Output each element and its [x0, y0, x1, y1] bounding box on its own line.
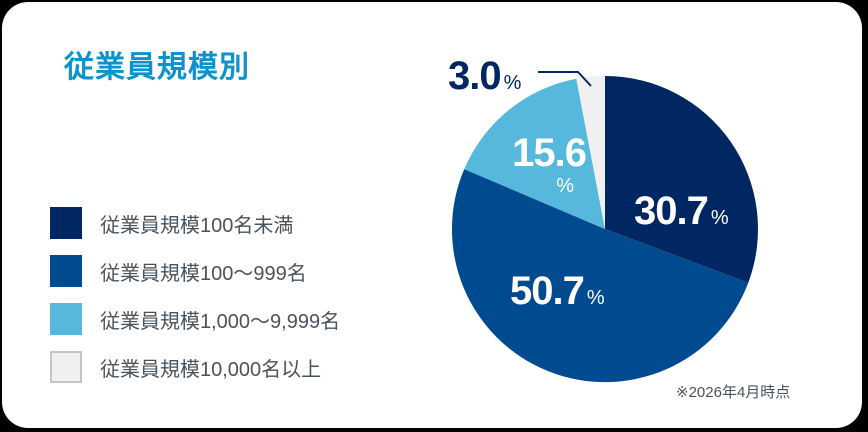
legend-swatch — [50, 303, 82, 335]
legend: 従業員規模100名未満 従業員規模100〜999名 従業員規模1,000〜9,9… — [50, 207, 340, 399]
label-under-100: 30.7% — [634, 189, 729, 233]
label-1000-9999: 15.6 % — [512, 131, 587, 197]
date-note: ※2026年4月時点 — [676, 384, 791, 401]
leader-line — [538, 71, 592, 87]
pie-slice-10000-plus — [576, 76, 605, 229]
pie-slice-1000-9999 — [464, 78, 605, 230]
label-100-999: 50.7% — [510, 269, 605, 313]
pie-slice-under-100 — [605, 76, 759, 283]
legend-item: 従業員規模100〜999名 — [50, 255, 340, 287]
legend-swatch — [50, 351, 82, 383]
legend-item: 従業員規模100名未満 — [50, 207, 340, 239]
legend-swatch — [50, 207, 82, 239]
legend-label: 従業員規模1,000〜9,999名 — [100, 310, 341, 333]
pie-slice-100-999 — [451, 169, 749, 383]
label-10000-plus: 3.0% — [448, 54, 522, 98]
pie-chart — [451, 71, 759, 383]
legend-item: 従業員規模1,000〜9,999名 — [50, 303, 340, 335]
legend-label: 従業員規模10,000名以上 — [100, 358, 322, 381]
legend-label: 従業員規模100〜999名 — [100, 262, 307, 285]
legend-swatch — [50, 255, 82, 287]
legend-item: 従業員規模10,000名以上 — [50, 351, 340, 383]
chart-title: 従業員規模別 — [64, 51, 250, 84]
legend-label: 従業員規模100名未満 — [100, 214, 294, 237]
chart-card: 従業員規模別 従業員規模100名未満 従業員規模100〜999名 従業員規模1,… — [2, 2, 862, 428]
